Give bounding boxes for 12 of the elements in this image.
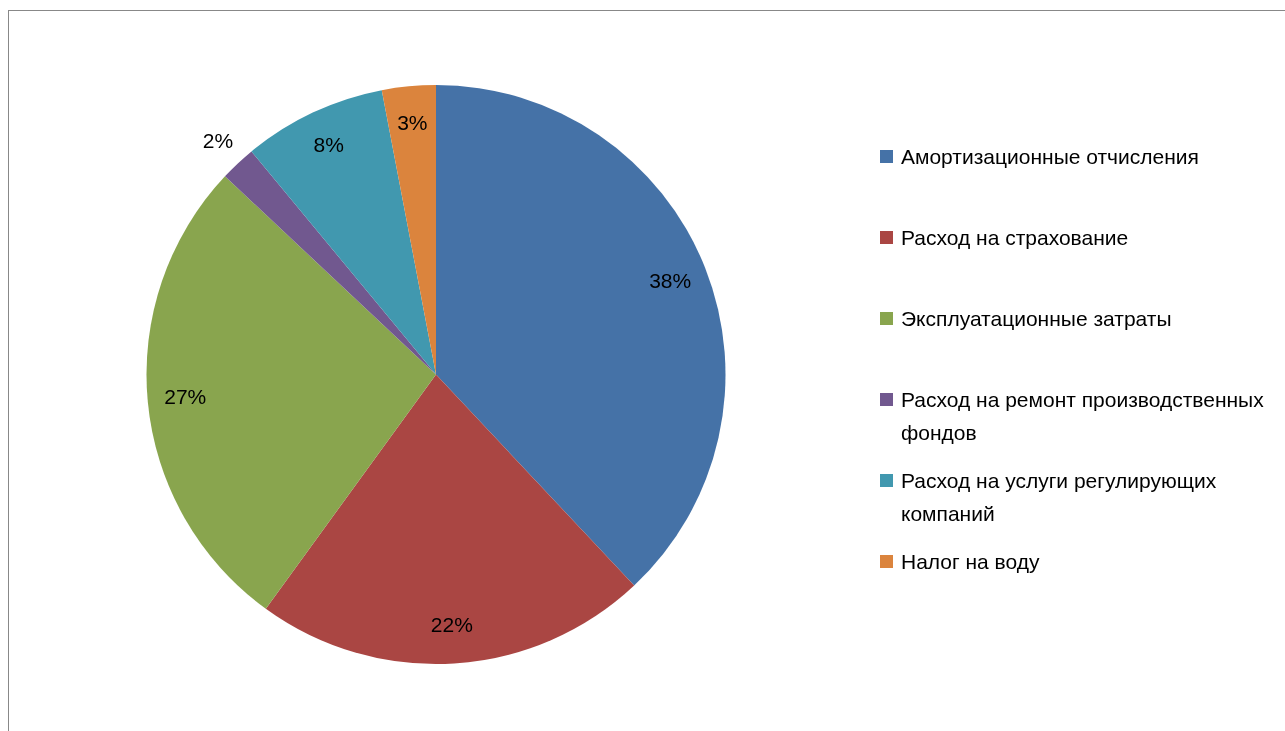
legend-label: Эксплуатационные затраты bbox=[901, 306, 1172, 332]
legend-label: Расход на ремонт производственных фондов bbox=[901, 387, 1265, 446]
data-label: 2% bbox=[202, 129, 234, 153]
legend-label: Амортизационные отчисления bbox=[901, 144, 1199, 170]
data-label: 27% bbox=[164, 385, 207, 408]
data-label: 3% bbox=[397, 110, 428, 134]
legend-label: Налог на воду bbox=[901, 549, 1040, 575]
legend-label: Расход на услуги регулирующих компаний bbox=[901, 468, 1218, 527]
data-label: 38% bbox=[649, 268, 692, 292]
data-label: 22% bbox=[430, 612, 473, 636]
legend-label: Расход на страхование bbox=[901, 225, 1129, 251]
data-label: 8% bbox=[313, 133, 344, 157]
